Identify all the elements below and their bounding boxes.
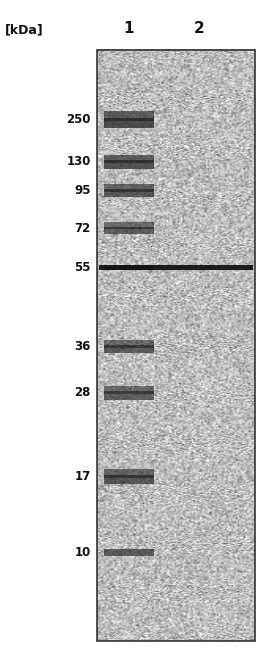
- Bar: [104, 391, 154, 399]
- Bar: [104, 222, 154, 229]
- Bar: [104, 340, 154, 348]
- Text: 2: 2: [194, 21, 205, 36]
- Bar: [99, 265, 253, 270]
- Bar: [104, 345, 154, 353]
- Bar: [104, 386, 154, 394]
- Text: 72: 72: [75, 221, 91, 235]
- Bar: [104, 264, 154, 270]
- Ellipse shape: [138, 226, 141, 231]
- Bar: [104, 161, 154, 169]
- Text: 36: 36: [74, 340, 91, 353]
- Text: 1: 1: [123, 21, 134, 36]
- Text: 10: 10: [75, 546, 91, 559]
- Bar: [104, 155, 154, 163]
- Text: 28: 28: [74, 386, 91, 399]
- Text: 95: 95: [74, 184, 91, 197]
- Bar: [104, 184, 154, 192]
- Bar: [104, 227, 154, 234]
- Text: [kDa]: [kDa]: [5, 23, 44, 36]
- Bar: [104, 189, 154, 197]
- Text: 250: 250: [66, 113, 91, 126]
- Bar: [104, 110, 154, 121]
- Bar: [104, 475, 154, 484]
- Text: 55: 55: [74, 261, 91, 274]
- Text: 17: 17: [75, 470, 91, 483]
- Bar: [104, 469, 154, 478]
- Bar: [104, 118, 154, 128]
- Text: 130: 130: [67, 155, 91, 169]
- Bar: [104, 549, 154, 556]
- Bar: [97, 50, 255, 641]
